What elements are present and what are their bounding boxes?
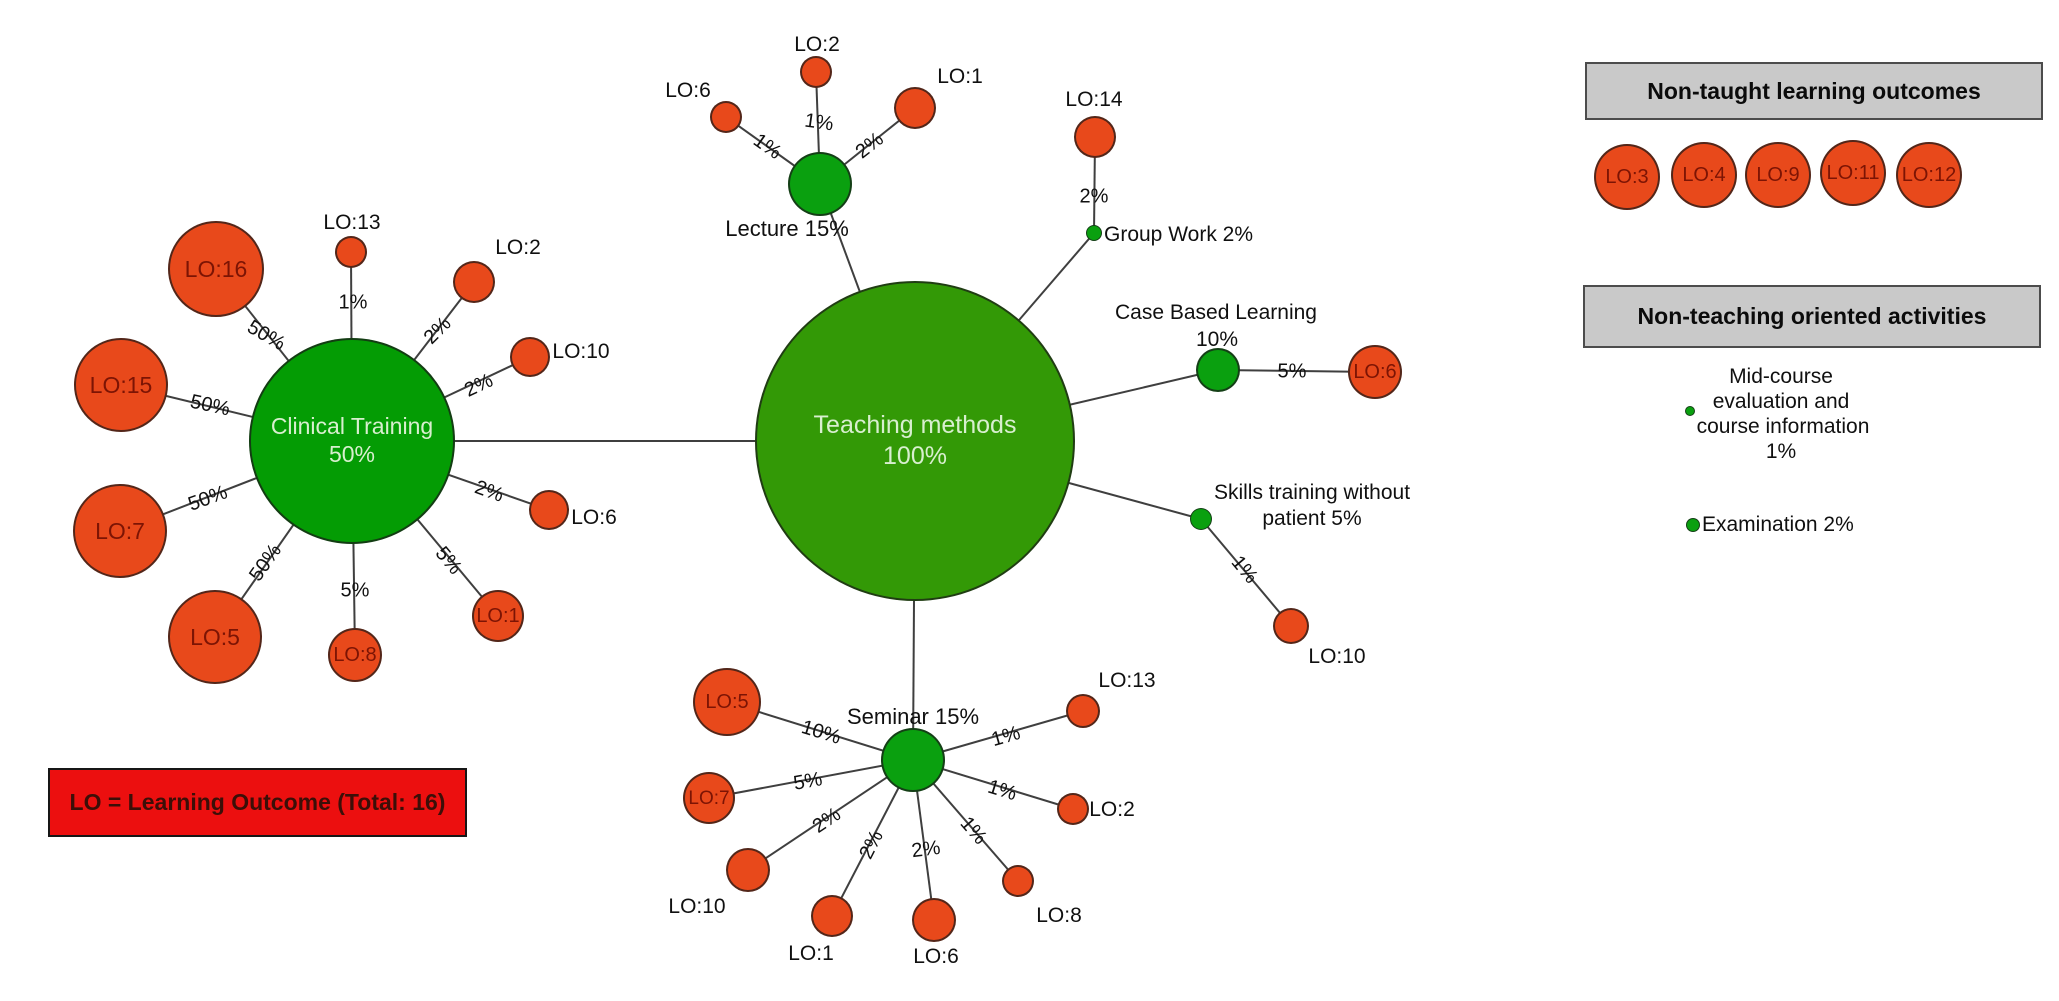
node-group-work [1086, 225, 1102, 241]
nontaught-lo9-label: LO:9 [1756, 164, 1800, 186]
clinical-lo13-label: LO:13 [323, 211, 381, 234]
node-seminar-lo8 [1002, 865, 1034, 897]
node-nontaught-lo11: LO:11 [1820, 140, 1886, 206]
nontaught-lo12-label: LO:12 [1901, 164, 1957, 186]
casebased-lo6-pct: 5% [1277, 360, 1307, 383]
node-nontaught-lo4: LO:4 [1671, 142, 1737, 208]
clinical-lo8-pct: 5% [340, 579, 370, 602]
seminar-lo5-label: LO:5 [705, 691, 749, 713]
mid-course-line1: Mid-course [1729, 365, 1833, 388]
node-clinical-lo16: LO:16 [168, 221, 264, 317]
teaching-methods-pct: 100% [883, 442, 947, 470]
edge-seminar-lo7 [708, 759, 914, 799]
clinical-lo13-pct: 1% [338, 291, 368, 314]
clinical-lo8-label: LO:8 [333, 644, 377, 666]
mid-course-line3: course information [1696, 415, 1870, 438]
edge-skills-lo10 [1200, 518, 1292, 627]
node-clinical-lo1: LO:1 [472, 590, 524, 642]
node-clinical-lo15: LO:15 [74, 338, 168, 432]
node-lecture-lo2 [800, 56, 832, 88]
non-teaching-header: Non-teaching oriented activities [1583, 285, 2041, 348]
node-casebased-lo6: LO:6 [1348, 345, 1402, 399]
lecture-lo2-pct: 1% [803, 109, 835, 136]
seminar-lo10-label: LO:10 [668, 895, 726, 918]
clinical-lo5-label: LO:5 [190, 623, 240, 650]
lecture-lo6-label: LO:6 [665, 79, 711, 102]
node-seminar-lo5: LO:5 [693, 668, 761, 736]
clinical-lo1-label: LO:1 [476, 605, 520, 627]
examination-label: Examination 2% [1702, 513, 1854, 536]
node-seminar-lo13 [1066, 694, 1100, 728]
clinical-lo16-label: LO:16 [184, 255, 248, 282]
nontaught-lo11-label: LO:11 [1826, 162, 1880, 184]
lecture-lo2-label: LO:2 [794, 33, 840, 56]
node-nontaught-lo9: LO:9 [1745, 142, 1811, 208]
legend-box: LO = Learning Outcome (Total: 16) [48, 768, 467, 837]
node-clinical-lo8: LO:8 [328, 628, 382, 682]
node-seminar-lo10 [726, 848, 770, 892]
seminar-lo6-pct: 2% [910, 836, 942, 863]
node-clinical-training: Clinical Training 50% [249, 338, 455, 544]
node-lecture [788, 152, 852, 216]
clinical-lo7-label: LO:7 [95, 517, 145, 544]
node-clinical-lo5: LO:5 [168, 590, 262, 684]
seminar-lo8-label: LO:8 [1036, 904, 1082, 927]
seminar-lo1-label: LO:1 [788, 942, 834, 965]
examination-dot [1686, 518, 1700, 532]
clinical-lo15-label: LO:15 [89, 371, 153, 398]
nontaught-lo3-label: LO:3 [1605, 166, 1649, 188]
teaching-methods-label: Teaching methods [813, 410, 1017, 439]
seminar-lo13-label: LO:13 [1098, 669, 1156, 692]
non-taught-header: Non-taught learning outcomes [1585, 62, 2043, 120]
node-clinical-lo7: LO:7 [73, 484, 167, 578]
case-based-label-line1: Case Based Learning [1115, 301, 1317, 324]
node-seminar-lo1 [811, 895, 853, 937]
mid-course-line2: evaluation and [1712, 390, 1850, 413]
skills-lo10-label: LO:10 [1308, 645, 1366, 668]
seminar-lo7-label: LO:7 [688, 787, 730, 809]
skills-label-line1: Skills training without [1213, 481, 1411, 504]
edge-seminar-lo10 [747, 759, 914, 871]
node-nontaught-lo3: LO:3 [1594, 144, 1660, 210]
legend-label: LO = Learning Outcome (Total: 16) [69, 789, 446, 815]
non-taught-header-label: Non-taught learning outcomes [1647, 77, 1981, 104]
node-seminar [881, 728, 945, 792]
seminar-lo7-pct: 5% [791, 768, 825, 795]
node-seminar-lo7: LO:7 [683, 772, 735, 824]
node-seminar-lo2 [1057, 793, 1089, 825]
group-work-label: Group Work 2% [1104, 223, 1253, 246]
non-teaching-header-label: Non-teaching oriented activities [1637, 303, 1987, 329]
mid-course-dot [1685, 406, 1695, 416]
clinical-lo6-label: LO:6 [571, 506, 617, 529]
node-teaching-methods: Teaching methods 100% [755, 281, 1075, 601]
node-skills-training [1190, 508, 1212, 530]
node-clinical-lo13 [335, 236, 367, 268]
node-groupwork-lo14 [1074, 116, 1116, 158]
node-seminar-lo6 [912, 898, 956, 942]
nontaught-lo4-label: LO:4 [1682, 164, 1726, 186]
node-lecture-lo6 [710, 101, 742, 133]
node-lecture-lo1 [894, 87, 936, 129]
node-case-based-learning [1196, 348, 1240, 392]
seminar-label: Seminar 15% [846, 704, 980, 729]
casebased-lo6-label: LO:6 [1353, 361, 1397, 383]
lecture-label: Lecture 15% [725, 216, 849, 241]
seminar-lo6-label: LO:6 [913, 945, 959, 968]
mid-course-line4: 1% [1765, 440, 1797, 463]
clinical-training-label: Clinical Training 50% [270, 413, 434, 467]
lecture-lo1-label: LO:1 [937, 65, 983, 88]
node-clinical-lo2 [453, 261, 495, 303]
skills-label-line2: patient 5% [1262, 507, 1362, 530]
groupwork-lo14-label: LO:14 [1065, 88, 1123, 111]
node-clinical-lo6 [529, 490, 569, 530]
node-nontaught-lo12: LO:12 [1896, 142, 1962, 208]
groupwork-lo14-pct: 2% [1079, 185, 1109, 208]
seminar-lo2-label: LO:2 [1089, 798, 1135, 821]
clinical-lo10-label: LO:10 [552, 340, 610, 363]
node-clinical-lo10 [510, 337, 550, 377]
node-skills-lo10 [1273, 608, 1309, 644]
clinical-lo2-label: LO:2 [495, 236, 541, 259]
case-based-label-line2: 10% [1195, 328, 1239, 351]
